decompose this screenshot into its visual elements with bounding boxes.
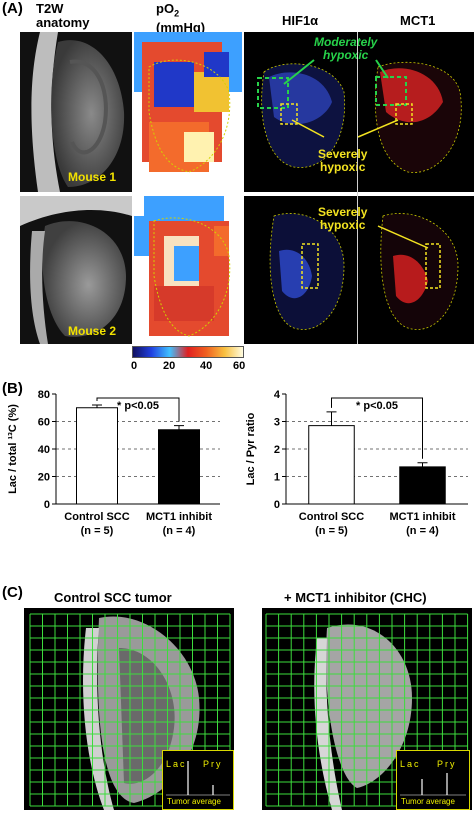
header-t2w: T2W anatomy xyxy=(36,2,89,30)
mct1-image-mouse2 xyxy=(358,196,474,344)
inset-pyr-label-inhibitor: Pry xyxy=(437,759,457,769)
panel-c-title-left: Control SCC tumor xyxy=(54,590,172,605)
inset-caption-inhibitor: Tumor average xyxy=(401,797,455,806)
header-po2: pO2 (mmHg) xyxy=(156,2,205,35)
chart-lac-pyr-ratio: 0 1 2 3 4 Control SCC (n = 5) MCT1 inhibit (n = … xyxy=(245,389,468,537)
t2w-mri-mouse2-graphic xyxy=(20,196,132,344)
header-t2w-line1: T2W xyxy=(36,1,64,16)
t2w-mri-mouse1-graphic xyxy=(31,32,125,192)
header-po2-text: pO xyxy=(156,1,175,16)
po2-map-mouse1-graphic xyxy=(134,32,242,192)
inset-spectrum-control xyxy=(166,761,230,796)
csi-image-control: Lac Pry Tumor average xyxy=(24,608,234,810)
y-tick-label: 40 xyxy=(38,444,50,456)
bar-0 xyxy=(308,425,355,505)
annotation-moderately-line1: Moderately xyxy=(314,35,378,49)
bar-1 xyxy=(158,429,200,505)
significance-bracket xyxy=(96,397,180,422)
y-axis-label: Lac / Pyr ratio xyxy=(245,412,257,485)
inset-pyr-label-control: Pry xyxy=(203,759,223,769)
y-tick-label: 0 xyxy=(274,499,280,511)
y-tick-label: 80 xyxy=(38,389,50,401)
y-tick-label: 2 xyxy=(274,444,280,456)
bar-0 xyxy=(76,407,118,505)
y-tick-label: 4 xyxy=(274,389,281,401)
t2w-image-mouse2: Mouse 2 xyxy=(20,196,132,344)
annotation-severely-hypoxic-1: Severely hypoxic xyxy=(318,148,367,174)
t2w-image-mouse1: Mouse 1 xyxy=(20,32,132,192)
spectrum-inset-inhibitor: Lac Pry Tumor average xyxy=(396,750,470,810)
colorbar-tick-40: 40 xyxy=(200,360,213,372)
po2-map-mouse2-graphic xyxy=(134,196,231,337)
po2-colorbar xyxy=(132,346,244,358)
hif1a-mouse1-graphic xyxy=(257,59,346,168)
header-po2-sub: 2 xyxy=(174,8,180,19)
colorbar-tick-0: 0 xyxy=(131,360,138,372)
x-category-sublabel: (n = 5) xyxy=(315,525,348,537)
annotation-moderately-hypoxic: Moderately hypoxic xyxy=(314,36,377,62)
x-category-label: Control SCC xyxy=(64,511,129,523)
y-tick-label: 20 xyxy=(38,472,50,484)
significance-bracket xyxy=(331,397,423,459)
y-tick-label: 60 xyxy=(38,417,50,429)
spectrum-inset-control: Lac Pry Tumor average xyxy=(162,750,234,810)
po2-map-mouse1 xyxy=(134,32,242,192)
csi-control-graphic xyxy=(29,613,231,810)
hif1a-mouse2-graphic xyxy=(269,213,345,330)
header-mct1: MCT1 xyxy=(400,13,436,28)
x-category-sublabel: (n = 5) xyxy=(81,525,114,537)
y-tick-label: 3 xyxy=(274,417,280,429)
colorbar-tick-20: 20 xyxy=(163,360,176,372)
significance-label: * p<0.05 xyxy=(117,400,159,412)
x-category-sublabel: (n = 4) xyxy=(406,525,439,537)
y-tick-label: 1 xyxy=(274,472,280,484)
mct1-mouse1-graphic xyxy=(357,59,462,173)
chart-lac-total-c13: 0 20 40 60 80 Control SCC (n = 5) MCT1 inhibit (… xyxy=(7,389,220,537)
header-t2w-line2: anatomy xyxy=(36,15,90,30)
x-category-label: MCT1 inhibit xyxy=(146,511,212,523)
annotation-moderately-line2: hypoxic xyxy=(323,48,369,62)
annotation-severely1-line1: Severely xyxy=(318,147,368,161)
y-axis-label: Lac / total ¹³C (%) xyxy=(7,404,19,494)
colorbar-tick-60: 60 xyxy=(233,360,246,372)
panel-divider-line xyxy=(357,32,358,344)
csi-image-inhibitor: Lac Pry Tumor average xyxy=(262,608,472,810)
annotation-severely2-line1: Severely xyxy=(318,205,368,219)
annotation-severely2-line2: hypoxic xyxy=(320,218,366,232)
significance-label: * p<0.05 xyxy=(356,400,398,412)
mouse1-label: Mouse 1 xyxy=(68,170,117,184)
po2-map-mouse2 xyxy=(134,196,242,344)
x-category-sublabel: (n = 4) xyxy=(163,525,196,537)
y-tick-label: 0 xyxy=(44,499,50,511)
inset-lac-label-control: Lac xyxy=(166,759,187,769)
annotation-severely-hypoxic-2: Severely hypoxic xyxy=(318,206,367,232)
panel-a-label: (A) xyxy=(2,0,23,17)
annotation-severely1-line2: hypoxic xyxy=(320,160,366,174)
mct1-mouse2-graphic xyxy=(377,213,459,330)
inset-spectrum-inhibitor xyxy=(400,773,466,796)
x-category-label: MCT1 inhibit xyxy=(390,511,456,523)
header-hif1a: HIF1α xyxy=(282,13,319,28)
inset-lac-label-inhibitor: Lac xyxy=(400,759,421,769)
hif1a-image-mouse2 xyxy=(244,196,358,344)
mct1-image-mouse1 xyxy=(357,32,474,192)
panel-c-label: (C) xyxy=(2,584,23,601)
hif1a-image-mouse1 xyxy=(244,32,358,192)
panel-b-label: (B) xyxy=(2,380,23,397)
panel-c-title-right: + MCT1 inhibitor (CHC) xyxy=(284,590,427,605)
bar-1 xyxy=(399,466,446,505)
inset-caption-control: Tumor average xyxy=(167,797,221,806)
x-category-label: Control SCC xyxy=(299,511,364,523)
header-po2-unit: (mmHg) xyxy=(156,19,206,35)
mouse2-label: Mouse 2 xyxy=(68,324,117,338)
